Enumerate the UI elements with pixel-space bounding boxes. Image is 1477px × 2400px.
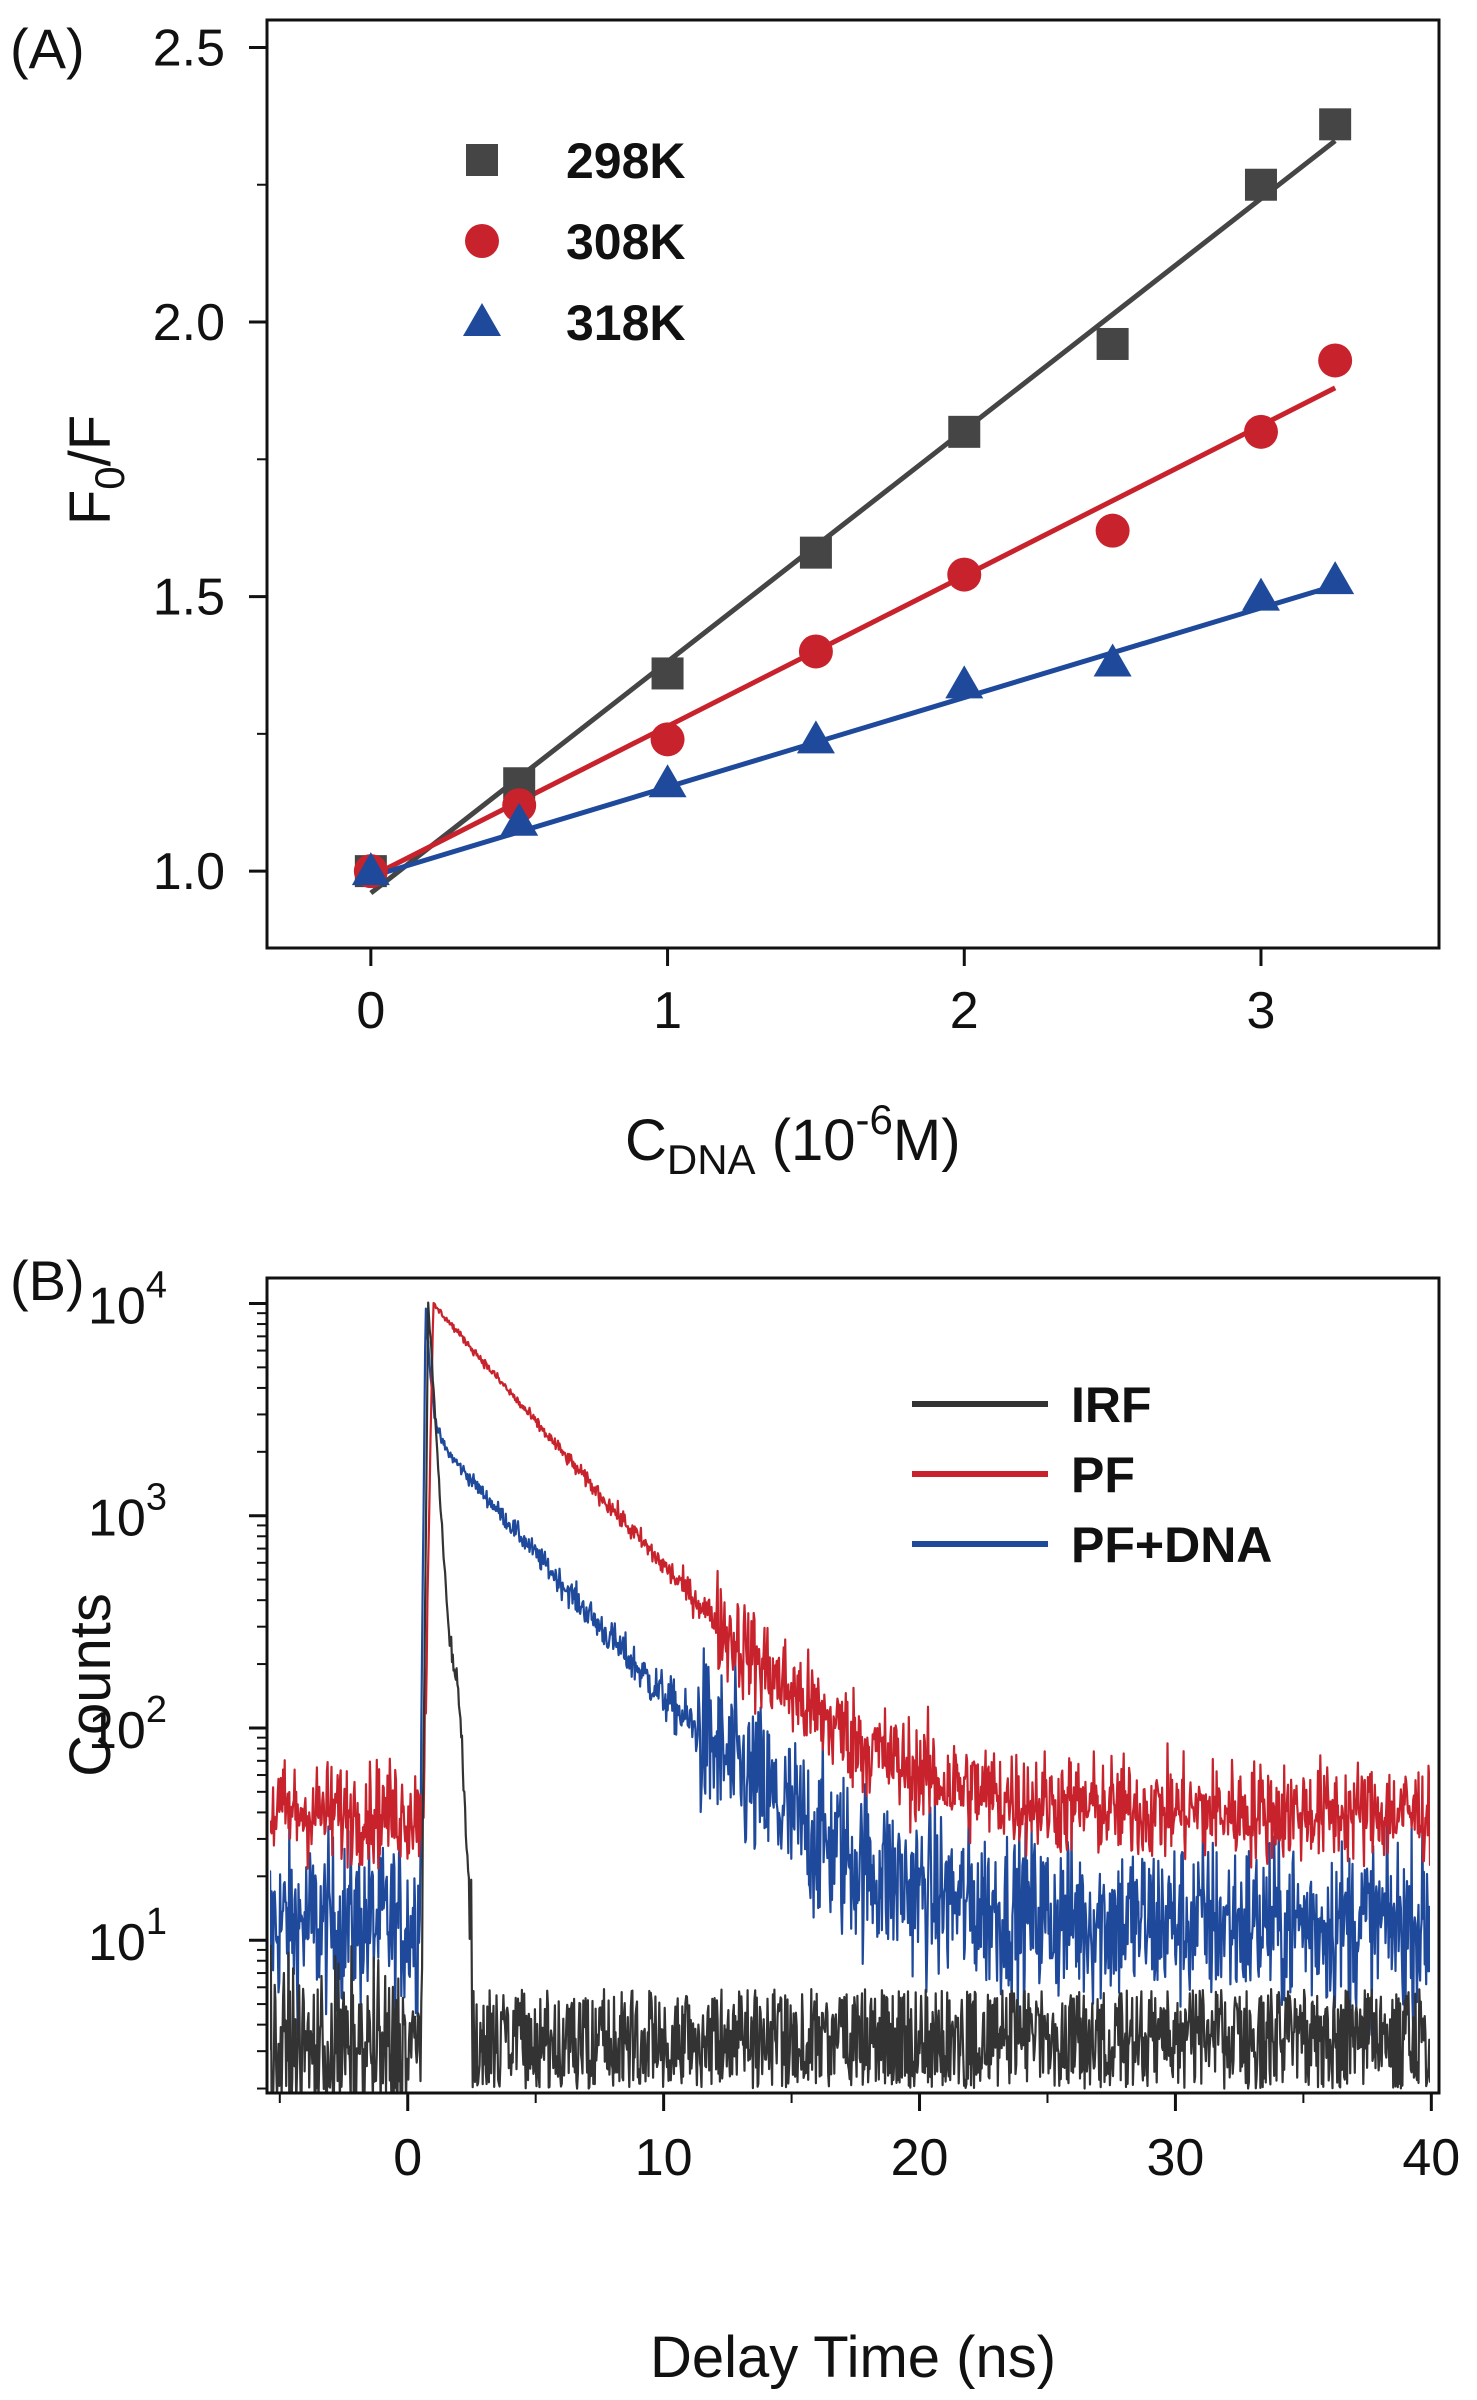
x-tick-label-3: 3: [1247, 982, 1276, 1040]
panel-b-tick-labels: 0 10 20 30 40 101 102 103 104: [88, 1264, 1460, 2187]
panel-a-ticks: [249, 45, 1263, 966]
panel-a-label: (A): [10, 17, 85, 80]
point-308k-3: [798, 634, 833, 669]
point-298k-4: [948, 415, 981, 448]
x-tick-label-2: 2: [950, 982, 979, 1040]
point-318k-2: [648, 764, 687, 798]
y-tick-label-0: 1.0: [153, 843, 225, 901]
point-318k-0: [351, 852, 390, 886]
y-tick-label-3: 2.5: [153, 19, 225, 77]
b-x-tick-label-0: 0: [393, 2129, 422, 2187]
legend-label-318k: 318K: [566, 295, 686, 351]
b-y-tick-label-2: 103: [88, 1477, 167, 1548]
decay-curve-pf-dna: [270, 1307, 1430, 2037]
panel-a-plot-frame: [265, 18, 1441, 950]
point-298k-3: [799, 536, 832, 569]
x-tick-label-0: 0: [356, 982, 385, 1040]
point-308k-2: [650, 722, 685, 757]
panel-b-y-axis-title: Counts: [58, 1593, 123, 1777]
point-318k-7: [1316, 561, 1355, 595]
panel-b-legend: IRF PF PF+DNA: [912, 1377, 1272, 1573]
point-298k-7: [1319, 108, 1352, 141]
panel-b-x-axis-title: Delay Time (ns): [650, 2325, 1056, 2390]
panel-b: (B) 0 10 20 30 40 101 102 103 104 IRF PF PF+DNA De…: [10, 1249, 1460, 2390]
panel-b-ticks: [249, 1301, 1433, 2111]
point-298k-2: [651, 657, 684, 690]
legend-marker-298k: [466, 144, 498, 176]
b-x-tick-label-3: 30: [1147, 2129, 1205, 2187]
b-y-tick-label-3: 104: [88, 1264, 167, 1335]
point-298k-5: [1096, 327, 1129, 360]
point-308k-6: [1243, 414, 1278, 449]
point-308k-5: [1095, 513, 1130, 548]
legend-marker-318k: [463, 303, 501, 336]
x-tick-label-1: 1: [653, 982, 682, 1040]
panel-b-decay-curves: [270, 1301, 1430, 2093]
decay-curve-irf: [270, 1301, 1430, 2093]
point-318k-6: [1241, 577, 1280, 611]
point-308k-4: [947, 557, 982, 592]
panel-a-legend: 298K 308K 318K: [463, 133, 686, 351]
legend-label-irf: IRF: [1071, 1377, 1152, 1433]
panel-a-tick-labels: 0 1 2 3 1.0 1.5 2.0 2.5: [153, 19, 1276, 1040]
panel-b-label: (B): [10, 1249, 85, 1312]
b-x-tick-label-2: 20: [891, 2129, 949, 2187]
legend-label-pf: PF: [1071, 1447, 1135, 1503]
point-318k-4: [945, 665, 984, 699]
panel-b-plot-frame: [265, 1276, 1441, 2095]
point-298k-6: [1244, 168, 1277, 201]
b-y-tick-label-0: 101: [88, 1901, 167, 1972]
b-x-tick-label-1: 10: [635, 2129, 693, 2187]
b-y-tick-label-1: 102: [88, 1689, 167, 1760]
panel-a-data-points: [351, 108, 1355, 889]
legend-label-308k: 308K: [566, 214, 686, 270]
y-tick-label-2: 2.0: [153, 294, 225, 352]
point-318k-5: [1093, 643, 1132, 677]
point-318k-3: [796, 720, 835, 754]
y-tick-label-1: 1.5: [153, 569, 225, 627]
point-308k-7: [1318, 343, 1353, 378]
panel-a-y-axis-title: F0/F: [58, 415, 133, 525]
panel-a: (A) 0 1 2 3 1.0 1.5 2.0 2.5 298K 308K 318K CDNA (…: [10, 17, 1441, 1183]
legend-label-pf-dna: PF+DNA: [1071, 1517, 1272, 1573]
b-x-tick-label-4: 40: [1402, 2129, 1460, 2187]
legend-label-298k: 298K: [566, 133, 686, 189]
panel-a-x-axis-title: CDNA (10-6M): [625, 1096, 961, 1183]
legend-marker-308k: [465, 224, 499, 258]
point-318k-1: [500, 802, 539, 836]
decay-curve-pf: [270, 1301, 1430, 1870]
